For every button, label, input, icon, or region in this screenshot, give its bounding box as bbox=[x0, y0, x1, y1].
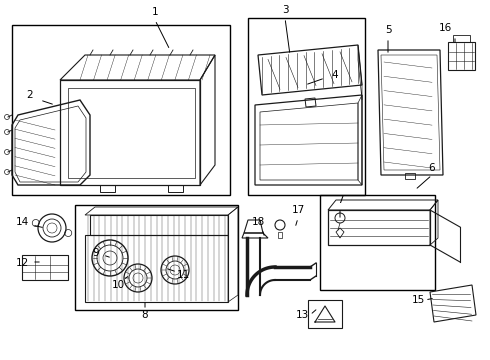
Bar bbox=[12, 25, 230, 195]
Bar bbox=[320, 195, 435, 290]
Text: 16: 16 bbox=[439, 23, 452, 33]
Text: 15: 15 bbox=[412, 295, 425, 305]
Text: 13: 13 bbox=[295, 310, 309, 320]
Text: 4: 4 bbox=[332, 70, 338, 80]
Bar bbox=[75, 205, 238, 310]
Bar bbox=[405, 173, 415, 179]
Text: 5: 5 bbox=[385, 25, 392, 35]
Text: 3: 3 bbox=[282, 5, 288, 15]
Text: 14: 14 bbox=[15, 217, 28, 227]
Bar bbox=[248, 18, 365, 195]
Text: 18: 18 bbox=[251, 217, 265, 227]
Text: 9: 9 bbox=[93, 248, 99, 258]
Text: 11: 11 bbox=[176, 270, 190, 280]
Text: 10: 10 bbox=[111, 280, 124, 290]
Text: 6: 6 bbox=[429, 163, 435, 173]
Text: 2: 2 bbox=[26, 90, 33, 100]
Text: 7: 7 bbox=[337, 195, 343, 205]
Text: 8: 8 bbox=[142, 310, 148, 320]
Text: 17: 17 bbox=[292, 205, 305, 215]
Text: 12: 12 bbox=[15, 258, 28, 268]
Text: 1: 1 bbox=[152, 7, 158, 17]
